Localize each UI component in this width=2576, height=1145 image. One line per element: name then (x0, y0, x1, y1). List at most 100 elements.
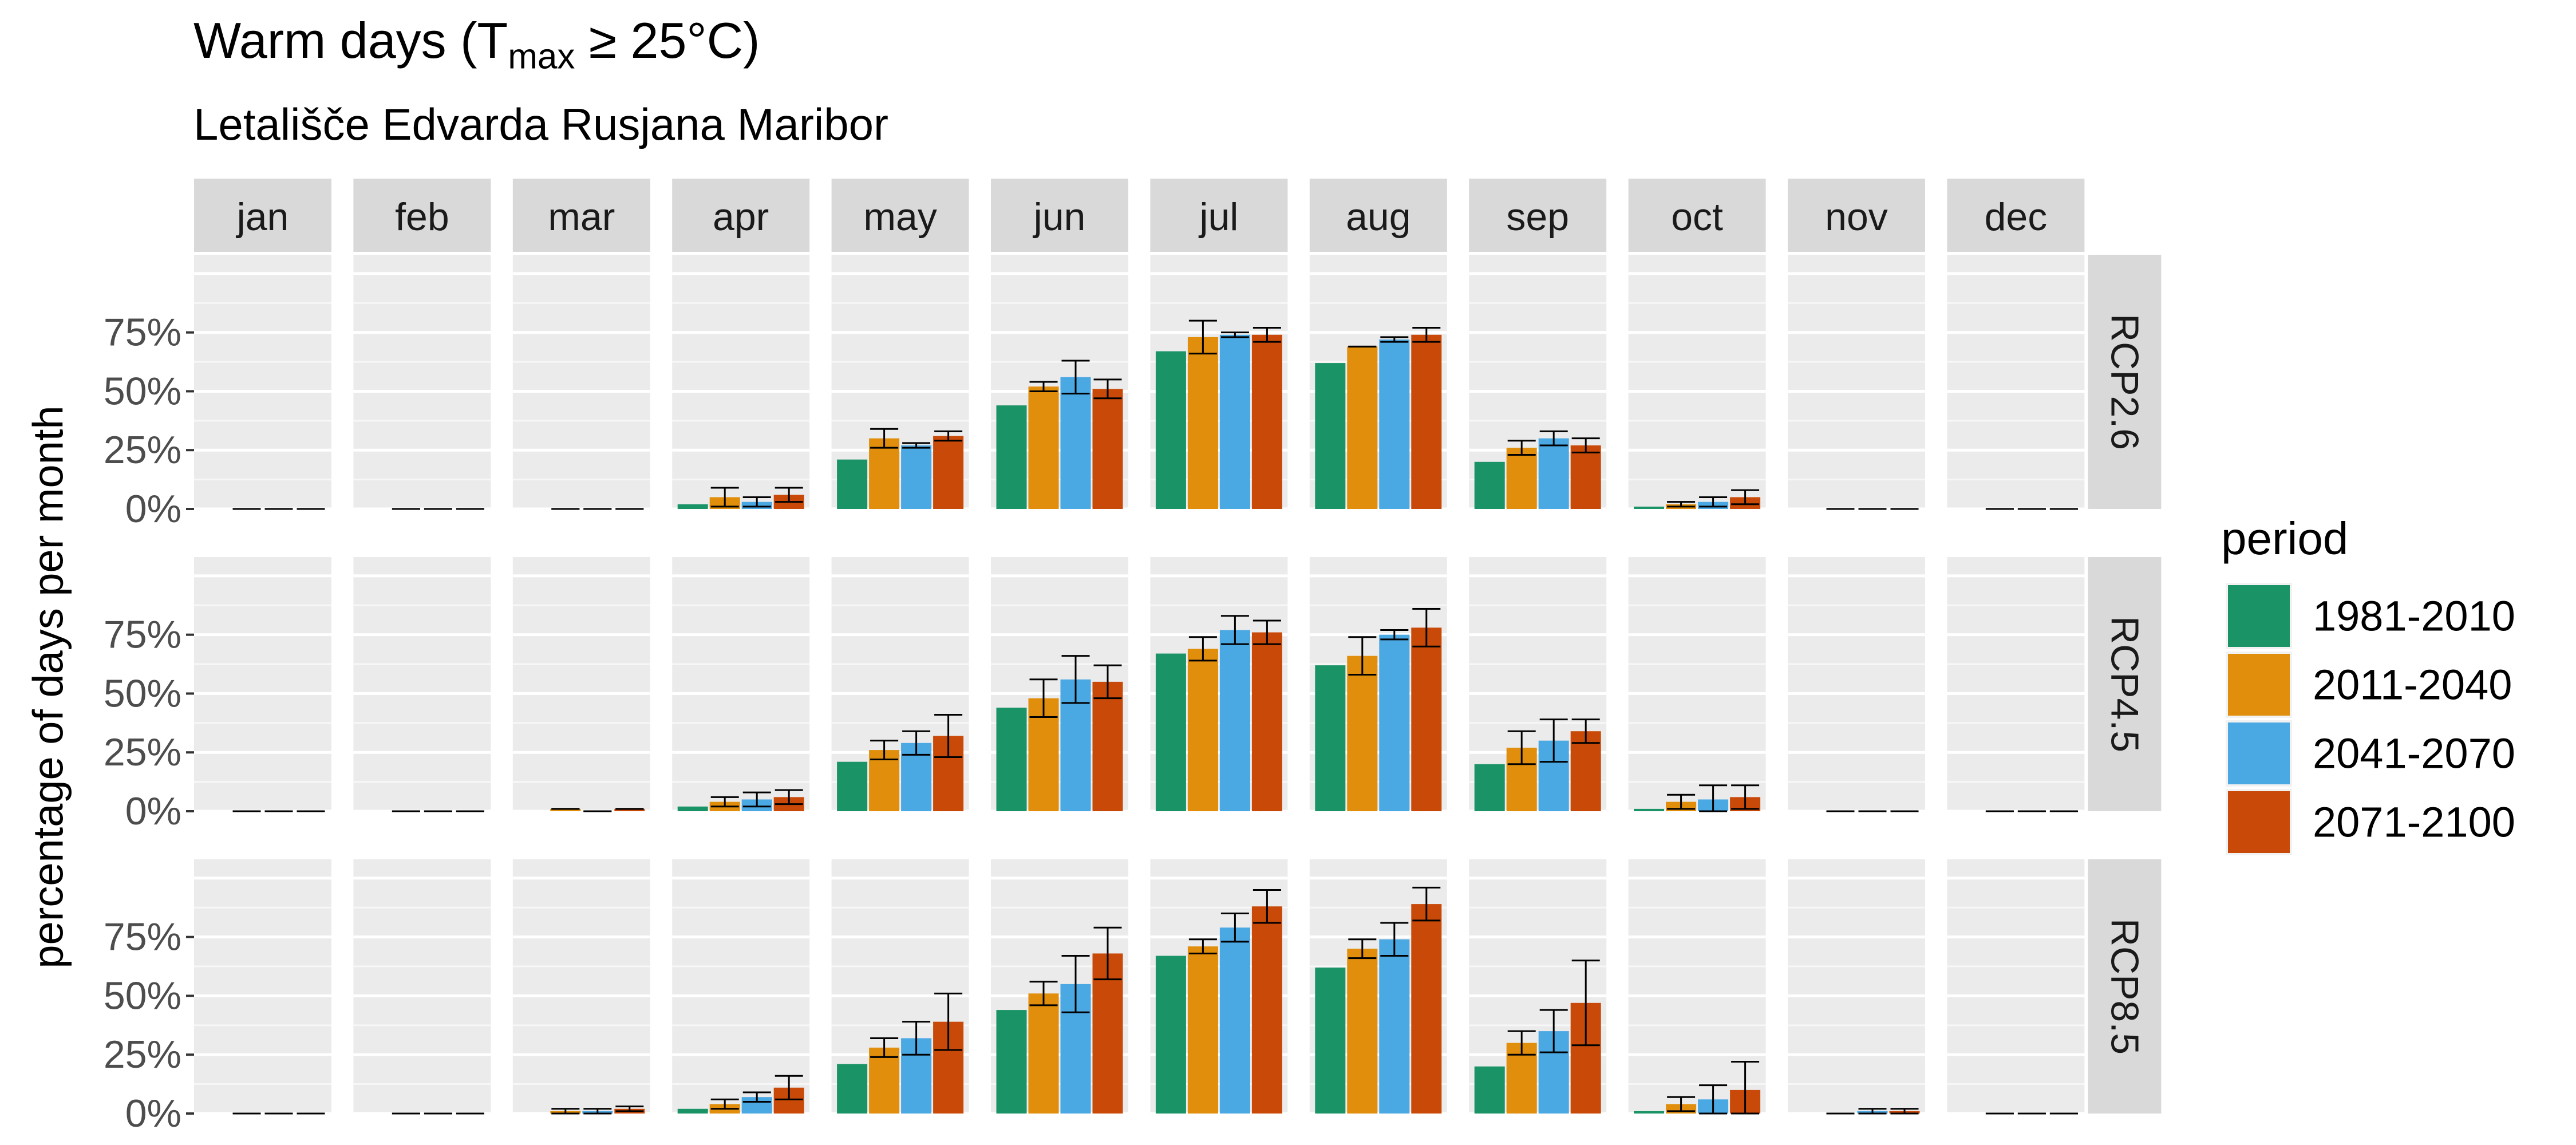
facet-panel (1628, 859, 1766, 1114)
month-strip (831, 179, 969, 252)
legend-key (2228, 585, 2290, 647)
facet-panel (1947, 255, 2085, 509)
bar (1347, 949, 1378, 1114)
month-strip (1947, 179, 2085, 252)
month-label: apr (713, 195, 769, 239)
y-tick-label: 0% (125, 1092, 181, 1135)
bar (1219, 927, 1250, 1114)
facet-panel (672, 557, 810, 811)
facet-panel (194, 859, 331, 1114)
bar (1092, 681, 1123, 811)
bar (1187, 946, 1218, 1114)
legend-key (2228, 654, 2290, 716)
month-label: nov (1825, 195, 1888, 239)
bar (1251, 632, 1282, 811)
month-strip (1150, 179, 1288, 252)
bar (1538, 438, 1569, 509)
facet-panel (1628, 255, 1766, 509)
month-strip (194, 179, 331, 252)
month-label: jun (1033, 195, 1086, 239)
facet-panel (1947, 557, 2085, 811)
bar (1379, 634, 1410, 811)
month-strip (512, 179, 650, 252)
bar (1187, 337, 1218, 509)
facet-panel (1947, 859, 2085, 1114)
bar (1634, 506, 1665, 509)
facet-panel (194, 255, 331, 509)
bar (996, 1010, 1027, 1114)
y-tick-label: 25% (104, 731, 181, 774)
y-tick-label: 25% (104, 1033, 181, 1076)
legend-key (2228, 722, 2290, 784)
bar (1315, 968, 1346, 1114)
facet-panel (194, 557, 331, 811)
facet-panel (512, 255, 650, 509)
y-axis-title: percentage of days per month (25, 405, 72, 968)
bar (837, 1064, 868, 1114)
facet-panel (1788, 859, 1925, 1114)
month-label: dec (1985, 195, 2048, 239)
bar (1060, 377, 1091, 509)
bar (677, 1108, 708, 1114)
month-strip (1469, 179, 1607, 252)
y-tick-label: 50% (104, 672, 181, 715)
legend-key (2228, 791, 2290, 853)
facet-panel (1628, 557, 1766, 811)
month-strip (1628, 179, 1766, 252)
bar (1570, 445, 1601, 509)
facet-panel (353, 557, 491, 811)
bar (1411, 904, 1442, 1114)
facet-panel (353, 255, 491, 509)
month-label: feb (395, 195, 449, 239)
month-strip (991, 179, 1128, 252)
legend-label: 1981-2010 (2313, 593, 2515, 640)
bar (614, 808, 645, 811)
bar (996, 405, 1027, 509)
bar (1028, 993, 1059, 1114)
bar (677, 504, 708, 509)
legend-label: 2071-2100 (2313, 799, 2515, 846)
bar (1155, 653, 1186, 811)
bar (869, 1047, 900, 1114)
bar (1411, 627, 1442, 811)
bar (1474, 1066, 1505, 1114)
bar (1251, 906, 1282, 1114)
bar (996, 708, 1027, 811)
chart-title: Warm days (Tmax ≥ 25°C) (193, 12, 760, 77)
month-label: mar (548, 195, 615, 239)
y-tick-label: 50% (104, 974, 181, 1017)
bar (837, 459, 868, 509)
bar (1251, 334, 1282, 509)
bar (1474, 461, 1505, 509)
bar (1219, 630, 1250, 811)
bar (1506, 448, 1537, 509)
month-strip (353, 179, 491, 252)
month-label: aug (1346, 195, 1411, 239)
y-tick-label: 75% (104, 915, 181, 959)
bar (1634, 1111, 1665, 1114)
bar (1187, 649, 1218, 811)
month-strip (1788, 179, 1925, 252)
y-tick-label: 50% (104, 369, 181, 413)
facet-panel (1788, 557, 1925, 811)
facet-panel (1788, 255, 1925, 509)
scenario-strip (2088, 557, 2162, 811)
bar (1315, 665, 1346, 811)
y-tick-label: 0% (125, 789, 181, 833)
scenario-strip (2088, 859, 2162, 1114)
facet-panel (353, 859, 491, 1114)
bar (1634, 808, 1665, 811)
month-label: sep (1506, 195, 1569, 239)
month-label: oct (1671, 195, 1723, 239)
month-label: jan (236, 195, 289, 239)
facet-panel (672, 255, 810, 509)
y-tick-label: 75% (104, 311, 181, 354)
scenario-label: RCP4.5 (2103, 616, 2146, 752)
bar (1315, 363, 1346, 509)
month-label: jul (1198, 195, 1238, 239)
scenario-label: RCP2.6 (2103, 314, 2146, 450)
bar (1474, 764, 1505, 811)
y-tick-label: 0% (125, 487, 181, 531)
chart-subtitle: Letališče Edvarda Rusjana Maribor (193, 99, 888, 149)
